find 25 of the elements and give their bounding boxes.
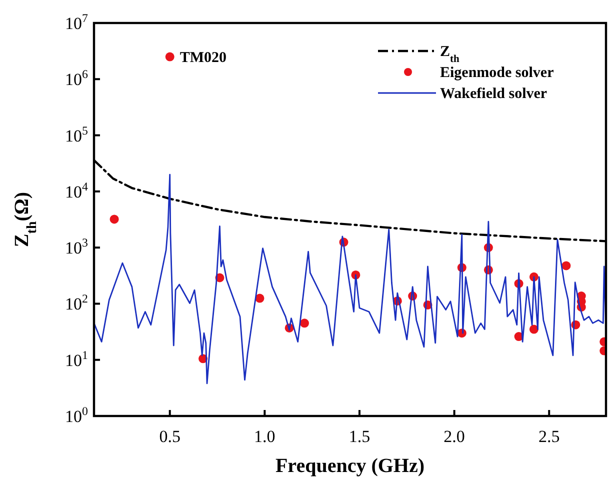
annotation: TM020 bbox=[180, 50, 227, 66]
x-tick-label: 2.0 bbox=[444, 427, 465, 446]
x-tick-label: 1.0 bbox=[254, 427, 276, 446]
y-tick-label: 10$^{5}$ bbox=[65, 123, 88, 146]
y-tick-label: 10$^{0}$ bbox=[65, 404, 88, 426]
point bbox=[562, 261, 571, 270]
y-tick-label: 10$^{3}$ bbox=[65, 236, 88, 258]
legend-label: Wakefield solver bbox=[440, 86, 548, 102]
legend-label: Z$_{th}$ bbox=[440, 44, 460, 64]
x-tick-label: 2.5 bbox=[538, 427, 560, 446]
x-tick-label: 0.5 bbox=[159, 427, 180, 446]
point bbox=[165, 52, 174, 62]
y-tick-label: 10$^{6}$ bbox=[65, 67, 88, 90]
y-tick-label: 10$^{4}$ bbox=[65, 179, 88, 202]
line-series bbox=[94, 174, 606, 384]
y-tick-label: 10$^{7}$ bbox=[65, 11, 88, 33]
point bbox=[110, 214, 119, 224]
y-tick-label: 10$^{1}$ bbox=[65, 348, 88, 370]
point bbox=[300, 318, 309, 328]
point bbox=[529, 324, 538, 334]
x-axis-title: Frequency (GHz) bbox=[275, 455, 425, 477]
x-tick-label: 1.5 bbox=[348, 427, 370, 446]
point bbox=[255, 294, 264, 303]
y-tick-label: 10$^{2}$ bbox=[65, 292, 88, 314]
legend-label: Eigenmode solver bbox=[440, 65, 554, 81]
